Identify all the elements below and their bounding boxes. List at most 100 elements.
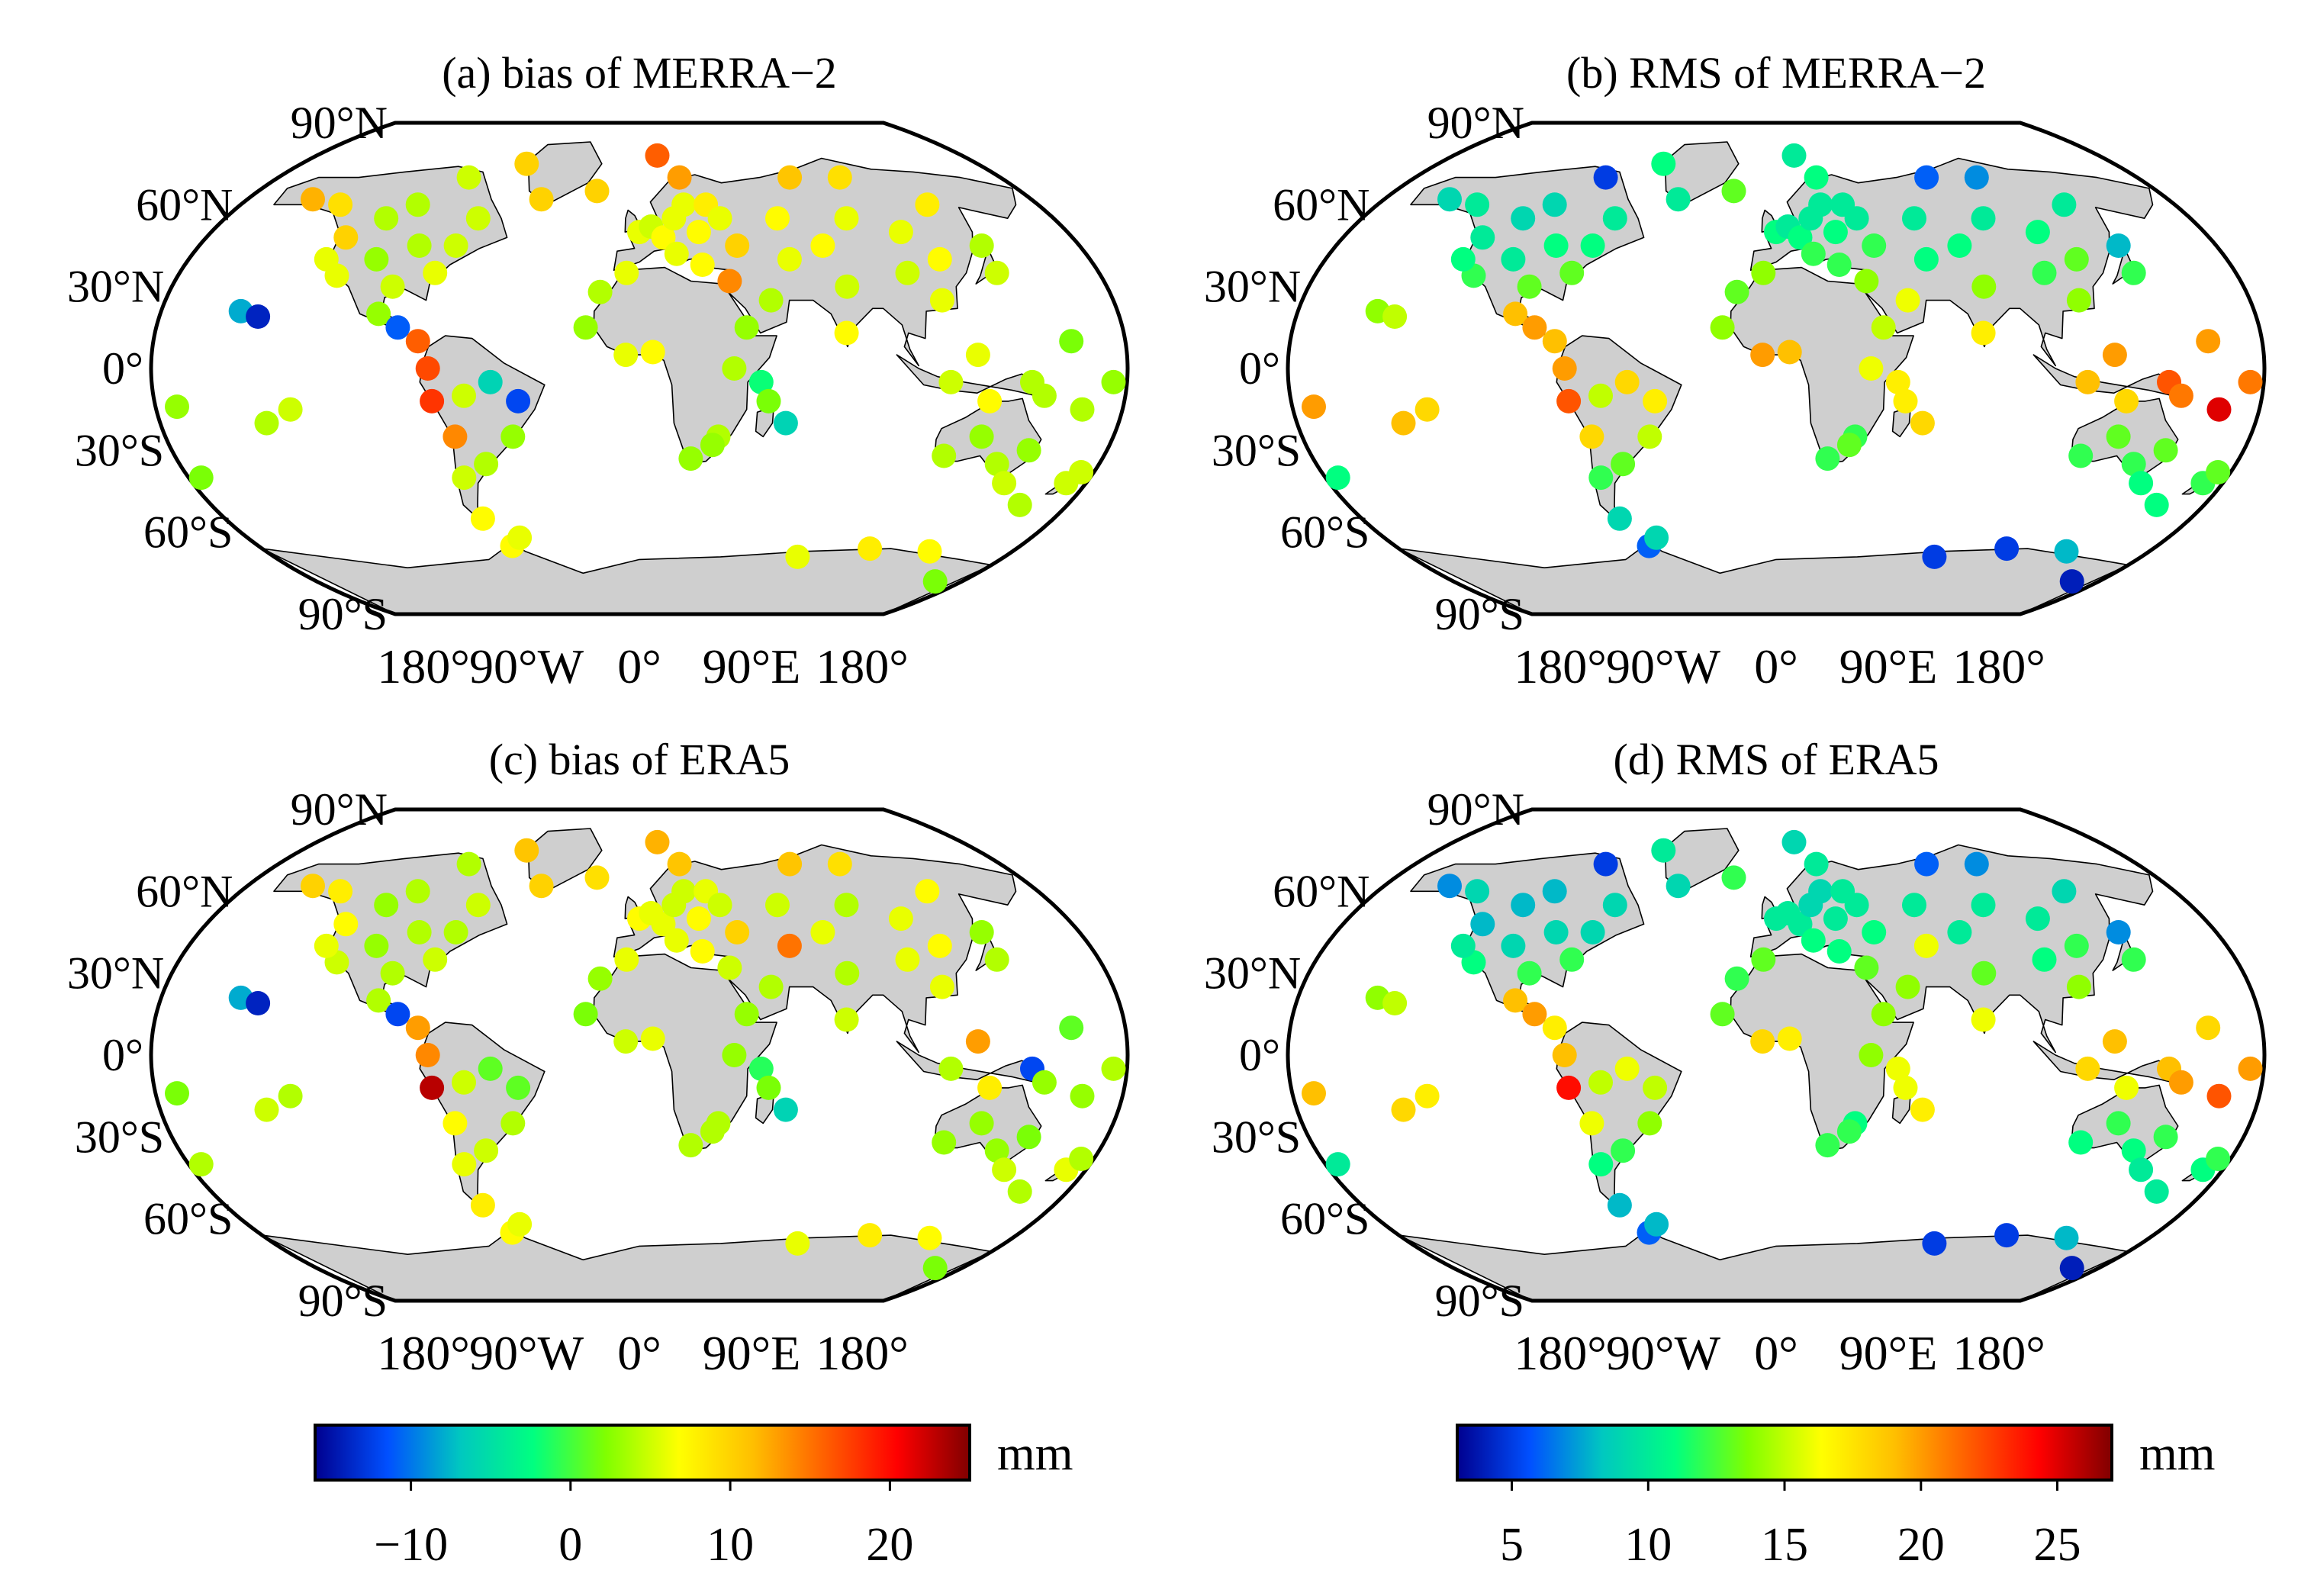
station-dot [895, 260, 920, 285]
station-dot [314, 246, 339, 272]
station-dot [1902, 893, 1926, 918]
station-dot [1450, 933, 1476, 958]
lat-label: 30°S [75, 425, 164, 475]
station-dot [927, 246, 952, 272]
station-dot [374, 893, 399, 918]
land-africa [593, 953, 777, 1151]
land-africa [593, 266, 777, 465]
station-dot [1016, 1125, 1041, 1150]
station-dot [1836, 1119, 1862, 1144]
station-dot [385, 1002, 410, 1027]
station-dot [584, 179, 610, 204]
station-dot [405, 1015, 430, 1041]
station-dot [2025, 220, 2050, 245]
station-dot [1914, 165, 1939, 190]
station-dot [969, 424, 994, 449]
station-dot [420, 1075, 445, 1100]
colorbar-gradient [314, 1424, 971, 1482]
station-dot [1302, 1081, 1326, 1106]
colorbar-rms: 5 10 15 20 25 mm [1456, 1424, 2216, 1571]
station-dot [1644, 525, 1669, 550]
station-dot [1437, 874, 1462, 899]
station-dot [1593, 165, 1618, 190]
lon-label: 180° [1952, 1326, 2045, 1380]
station-dot [1859, 356, 1884, 381]
station-dot [1588, 465, 1614, 491]
lat-label: 60°S [1280, 507, 1369, 558]
station-dots [1302, 143, 2263, 594]
station-dot [301, 874, 325, 899]
station-dot [405, 329, 430, 354]
station-dot [584, 865, 610, 890]
station-dot [1415, 1083, 1440, 1109]
station-dot [645, 143, 670, 168]
station-dot [188, 1152, 214, 1177]
station-dot [1902, 206, 1926, 231]
station-dot [2114, 388, 2139, 413]
station-dot [1836, 433, 1862, 458]
station-dot [2238, 1056, 2263, 1081]
station-dot [1964, 851, 1989, 877]
station-dot [765, 893, 790, 918]
station-dot [2168, 1070, 2193, 1095]
station-dot [1325, 465, 1350, 491]
station-dot [366, 988, 391, 1013]
station-dot [1032, 1070, 1057, 1095]
station-dot [1552, 356, 1577, 381]
station-dot [1751, 947, 1776, 972]
lat-label: 0° [102, 343, 143, 394]
station-dot [1971, 320, 1996, 346]
lon-label: 180° [377, 1326, 470, 1380]
station-dot [827, 851, 852, 877]
map-panel-c: (c) bias of ERA5 90°N 60°N 30°N 0° 30°S 60°S 90… [67, 735, 1130, 1380]
station-dot [2206, 397, 2232, 422]
land-antarctica [261, 542, 993, 614]
station-dot [929, 974, 954, 999]
lat-label: 30°N [1204, 262, 1301, 312]
station-dot [992, 1157, 1017, 1183]
lat-label: 30°S [1212, 425, 1301, 475]
lat-label: 90°S [298, 589, 388, 639]
station-dot [734, 315, 759, 340]
lon-label: 90°E [1839, 1326, 1938, 1380]
station-dot [2129, 1157, 2154, 1183]
station-dot [2106, 233, 2131, 258]
station-dot [977, 1075, 1003, 1100]
lat-label: 30°N [67, 262, 164, 312]
map-panel-b: (b) RMS of MERRA−2 90°N 60°N 30°N 0° 30°S 60°S… [1204, 48, 2267, 693]
station-dot [640, 339, 665, 365]
station-dot [452, 465, 477, 491]
station-dot [2238, 369, 2263, 394]
lon-label: 180° [816, 1326, 909, 1380]
station-dot [2129, 471, 2154, 496]
station-dot [1588, 1070, 1613, 1095]
lat-label: 60°N [136, 179, 233, 230]
panel-title: (c) bias of ERA5 [489, 735, 790, 784]
station-dot [1556, 1075, 1582, 1100]
station-dot [407, 920, 432, 944]
station-dot [1666, 187, 1691, 212]
station-dot [443, 424, 468, 449]
station-dot [1971, 1007, 1996, 1032]
station-dot [1059, 1015, 1084, 1041]
station-dot [2054, 1225, 2079, 1250]
station-dot [2025, 906, 2050, 932]
colorbar-tick-label: 10 [1624, 1519, 1672, 1571]
station-dot [1511, 206, 1536, 231]
station-dot [420, 388, 445, 413]
station-dot [452, 1152, 477, 1177]
station-dots [1302, 829, 2263, 1281]
station-dot [1808, 879, 1833, 904]
lat-label: 90°S [1435, 1276, 1524, 1326]
land-antarctica [1398, 1229, 2129, 1301]
lat-label: 90°S [298, 1276, 388, 1326]
station-dot [452, 1070, 476, 1095]
panel-title: (a) bias of MERRA−2 [442, 48, 837, 98]
station-dot [810, 920, 835, 944]
station-dot [366, 301, 391, 327]
station-dot [984, 1138, 1009, 1163]
station-dot [1588, 1152, 1614, 1177]
station-dot [405, 879, 430, 904]
station-dot [1542, 192, 1567, 217]
